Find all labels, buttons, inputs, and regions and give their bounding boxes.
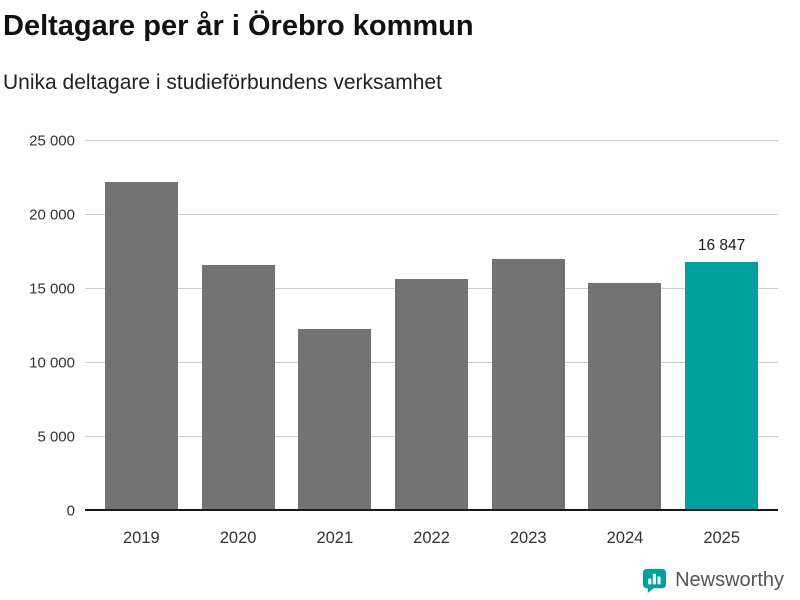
chart-subtitle: Unika deltagare i studieförbundens verks… xyxy=(3,71,442,94)
x-tick-label: 2024 xyxy=(606,529,644,547)
gridline xyxy=(85,214,778,215)
plot-area: 16 847 0 5 000 10 000 15 000 20 000 25 000 xyxy=(29,133,778,520)
x-axis: 2019 2020 2021 2022 2023 2024 2025 xyxy=(85,523,778,547)
y-tick-label: 20 000 xyxy=(29,206,75,224)
newsworthy-wordmark: Newsworthy xyxy=(675,569,784,591)
y-tick-label: 10 000 xyxy=(29,354,75,372)
x-tick-label: 2023 xyxy=(509,529,547,547)
y-tick-label: 25 000 xyxy=(29,132,75,150)
chart-header: Deltagare per år i Örebro kommun Unika d… xyxy=(3,10,780,95)
x-tick-label: 2022 xyxy=(413,529,450,547)
chart-title: Deltagare per år i Örebro kommun xyxy=(3,10,474,42)
newsworthy-logo: Newsworthy xyxy=(641,567,784,594)
x-axis-line xyxy=(85,509,778,511)
y-tick-label: 15 000 xyxy=(29,280,75,298)
bar-2023 xyxy=(491,259,565,511)
x-tick-label: 2025 xyxy=(703,529,741,547)
newsworthy-icon xyxy=(641,567,668,594)
y-tick-label: 5 000 xyxy=(37,428,75,446)
x-tick-label: 2021 xyxy=(316,529,354,547)
bar-2025: 16 847 xyxy=(685,237,759,511)
bar-chart: 16 847 0 5 000 10 000 15 000 20 000 25 000 20… xyxy=(0,128,800,573)
bar-2021 xyxy=(298,328,372,511)
bar-2022 xyxy=(394,278,468,511)
bar-2020 xyxy=(201,265,275,511)
bars: 16 847 xyxy=(85,141,778,511)
gridline xyxy=(85,140,778,141)
bar-2024 xyxy=(588,283,662,511)
bar-2019 xyxy=(104,182,178,511)
x-tick-label: 2020 xyxy=(219,529,257,547)
bar-value-label: 16 847 xyxy=(697,236,746,254)
y-tick-label: 0 xyxy=(66,502,75,520)
x-tick-label: 2019 xyxy=(123,529,160,547)
